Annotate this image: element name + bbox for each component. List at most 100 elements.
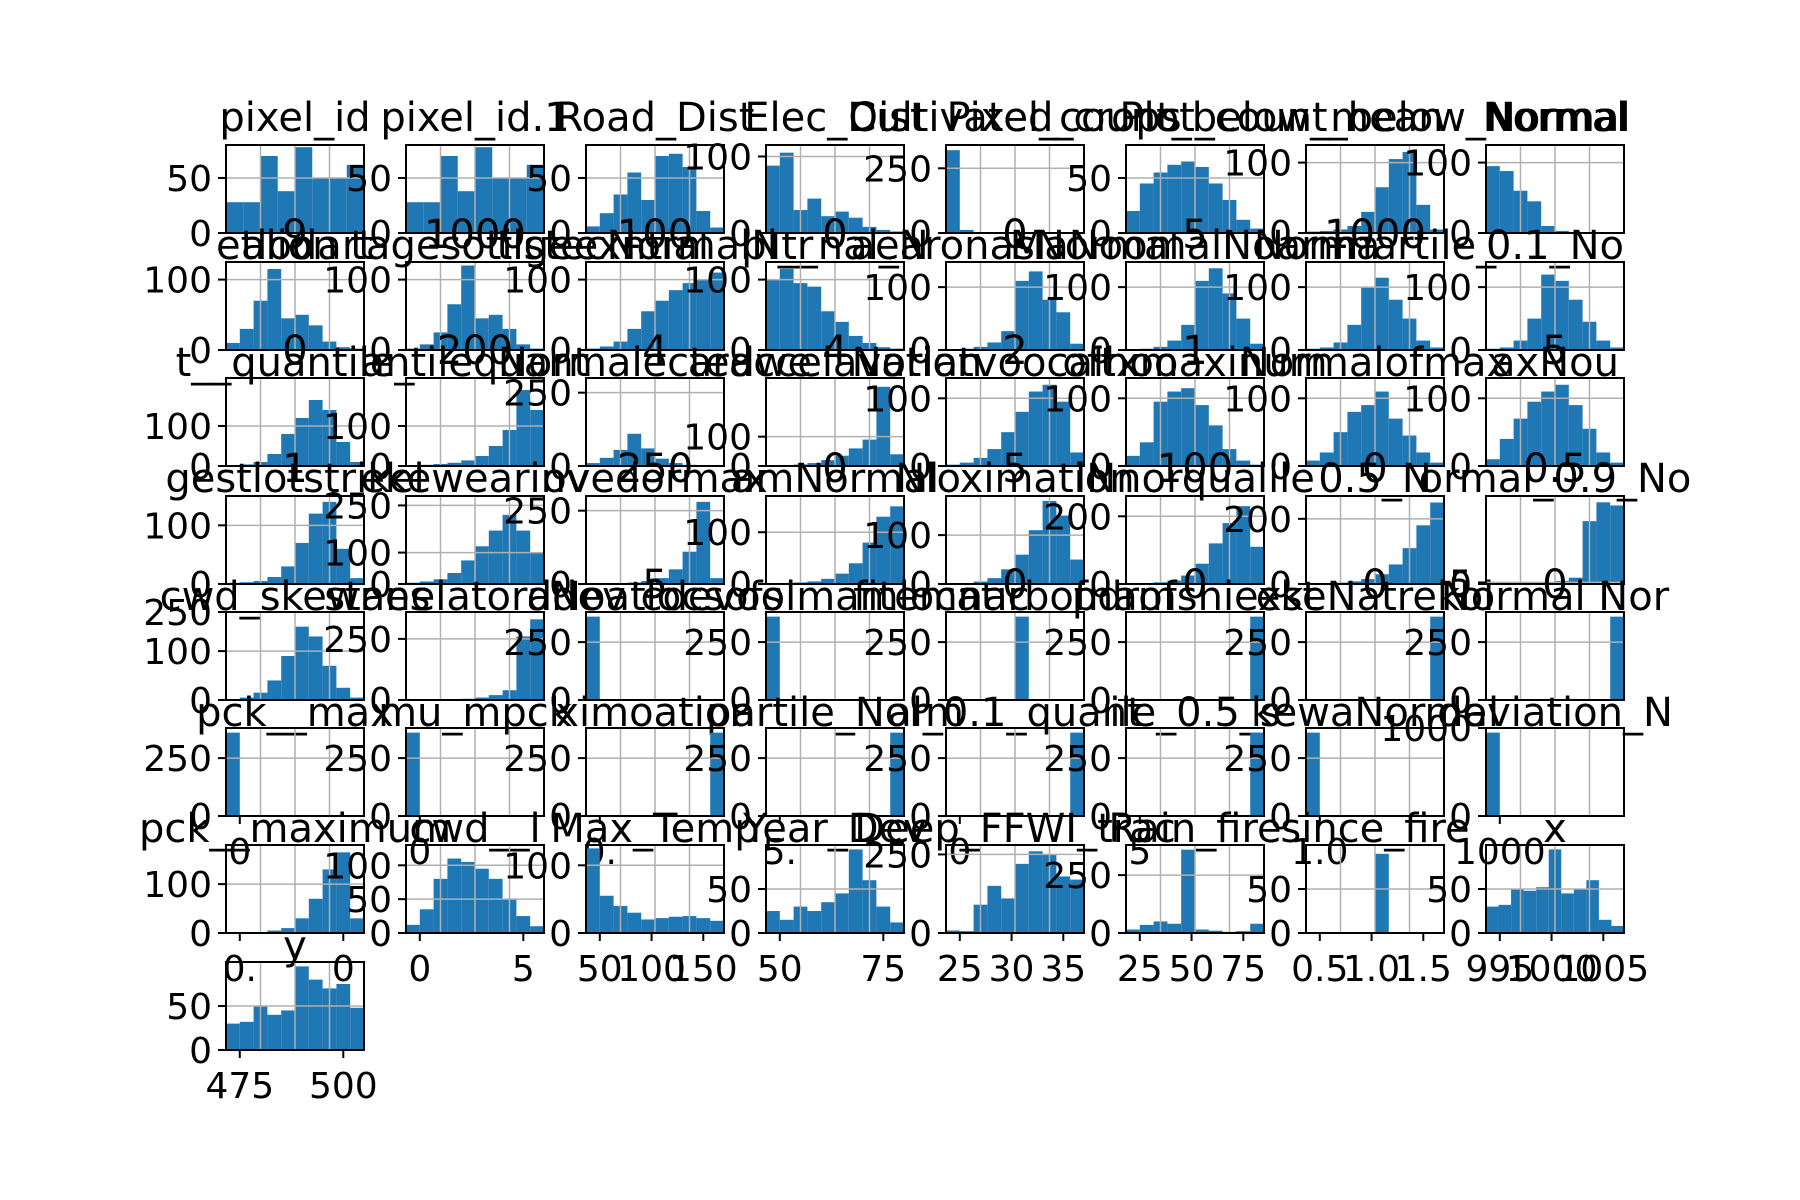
x-tick-label: 0.5 bbox=[1291, 949, 1348, 990]
histogram-bar bbox=[586, 226, 600, 233]
histogram-bar bbox=[1610, 347, 1624, 350]
histogram-bar bbox=[281, 656, 295, 700]
histogram-bar bbox=[226, 732, 240, 816]
x-tick-label: 1005 bbox=[1557, 949, 1649, 990]
histogram-bar bbox=[807, 911, 822, 933]
histogram-bar bbox=[350, 462, 364, 466]
axes-frame bbox=[1125, 727, 1265, 817]
histogram-bar bbox=[447, 304, 462, 350]
y-tick-label: 0 bbox=[1089, 214, 1112, 255]
x-tick-label: 75 bbox=[860, 949, 906, 990]
histogram-bar bbox=[946, 150, 960, 233]
y-tick-label: 100 bbox=[143, 407, 212, 448]
histogram-bar bbox=[1347, 581, 1362, 584]
histogram-bar bbox=[447, 462, 462, 466]
axes-frame bbox=[225, 611, 365, 701]
histogram-bar bbox=[509, 178, 527, 233]
histogram-bar bbox=[1347, 411, 1362, 466]
histogram-bar bbox=[821, 216, 835, 233]
axes-frame bbox=[945, 495, 1085, 585]
histogram-bar bbox=[1573, 889, 1587, 933]
histogram-bar bbox=[1499, 438, 1514, 466]
histogram-bar bbox=[530, 926, 544, 933]
axes-frame bbox=[585, 844, 725, 934]
histogram-bar bbox=[1598, 919, 1612, 933]
y-tick-label: 0 bbox=[189, 214, 212, 255]
y-tick-label: 0 bbox=[549, 565, 572, 606]
y-tick-label: 100 bbox=[503, 846, 572, 887]
histogram-bar bbox=[308, 400, 323, 466]
histogram-bar bbox=[346, 164, 364, 233]
y-tick-label: 0 bbox=[909, 447, 932, 488]
histogram-panel: 2 0 100 Nloximation bbox=[863, 328, 1134, 502]
histogram-bar bbox=[1555, 384, 1569, 466]
histogram-bar bbox=[1028, 530, 1043, 584]
x-tick-label: 50 bbox=[577, 949, 623, 990]
histogram-bar bbox=[848, 217, 863, 233]
axes-frame bbox=[765, 377, 905, 467]
x-tick-label: 5. bbox=[763, 832, 797, 873]
histogram-bar bbox=[655, 156, 669, 233]
histogram-bar bbox=[1388, 159, 1403, 233]
histogram-bar bbox=[1347, 225, 1362, 233]
histogram-bar bbox=[336, 687, 351, 700]
y-tick-label: 0 bbox=[189, 331, 212, 372]
y-tick-label: 0 bbox=[369, 447, 392, 488]
histogram-bar bbox=[295, 966, 309, 1050]
histogram-bar bbox=[1306, 732, 1320, 816]
histogram-bar bbox=[848, 335, 863, 350]
y-tick-label: 250 bbox=[323, 620, 392, 661]
histogram-bar bbox=[1375, 853, 1389, 933]
y-tick-label: 0 bbox=[1449, 214, 1472, 255]
y-tick-label: 250 bbox=[683, 623, 752, 664]
histogram-bar bbox=[295, 626, 309, 700]
histogram-bar bbox=[461, 265, 475, 350]
y-tick-label: 0 bbox=[909, 797, 932, 838]
axes-frame bbox=[1305, 377, 1445, 467]
panel-title: 0 bbox=[1362, 446, 1387, 492]
histogram-bar bbox=[281, 928, 295, 933]
x-tick-label: 0 bbox=[408, 949, 431, 990]
histogram-bar bbox=[641, 200, 655, 233]
axes-frame bbox=[945, 844, 1085, 934]
histogram-bar bbox=[1361, 579, 1375, 584]
axes-frame bbox=[585, 495, 725, 585]
y-tick-label: 0 bbox=[729, 565, 752, 606]
histogram-bar bbox=[1361, 405, 1375, 466]
panel-title: 100 bbox=[617, 212, 693, 258]
x-tick-label: 1.5 bbox=[1395, 949, 1452, 990]
histogram-bar bbox=[475, 147, 493, 233]
panel-title: pixel_id bbox=[219, 95, 370, 141]
histogram-bar bbox=[1319, 347, 1334, 350]
histogram-bar bbox=[1527, 318, 1542, 350]
histogram-bar bbox=[1250, 923, 1264, 933]
histogram-bar bbox=[1195, 405, 1209, 466]
histogram-bar bbox=[1167, 391, 1182, 466]
histogram-bar bbox=[1596, 452, 1611, 466]
histogram-bar bbox=[267, 454, 282, 466]
x-tick-label: 0. bbox=[223, 949, 257, 990]
x-tick-label: 5 bbox=[512, 949, 535, 990]
histogram-bar bbox=[267, 269, 282, 350]
histogram-bar bbox=[475, 546, 489, 584]
panel-title: 0 bbox=[822, 212, 847, 258]
histogram-bar bbox=[419, 909, 434, 933]
histogram-bar bbox=[1208, 268, 1223, 350]
panel-title: 0.5 bbox=[1523, 446, 1587, 492]
axes-frame bbox=[765, 495, 905, 585]
histogram-bar bbox=[1167, 164, 1182, 233]
panel-title: 0 bbox=[1362, 562, 1387, 608]
y-tick-label: 0 bbox=[1449, 797, 1472, 838]
panel-xlabel: ovedormax bbox=[542, 456, 768, 502]
histogram-bar bbox=[267, 930, 282, 933]
x-tick-label: 1.0 bbox=[1291, 832, 1348, 873]
y-tick-label: 50 bbox=[346, 880, 392, 921]
panel-title: 4 bbox=[822, 328, 847, 374]
histogram-bar bbox=[281, 566, 295, 584]
y-tick-label: 0 bbox=[1089, 681, 1112, 722]
histogram-bar bbox=[835, 455, 849, 466]
